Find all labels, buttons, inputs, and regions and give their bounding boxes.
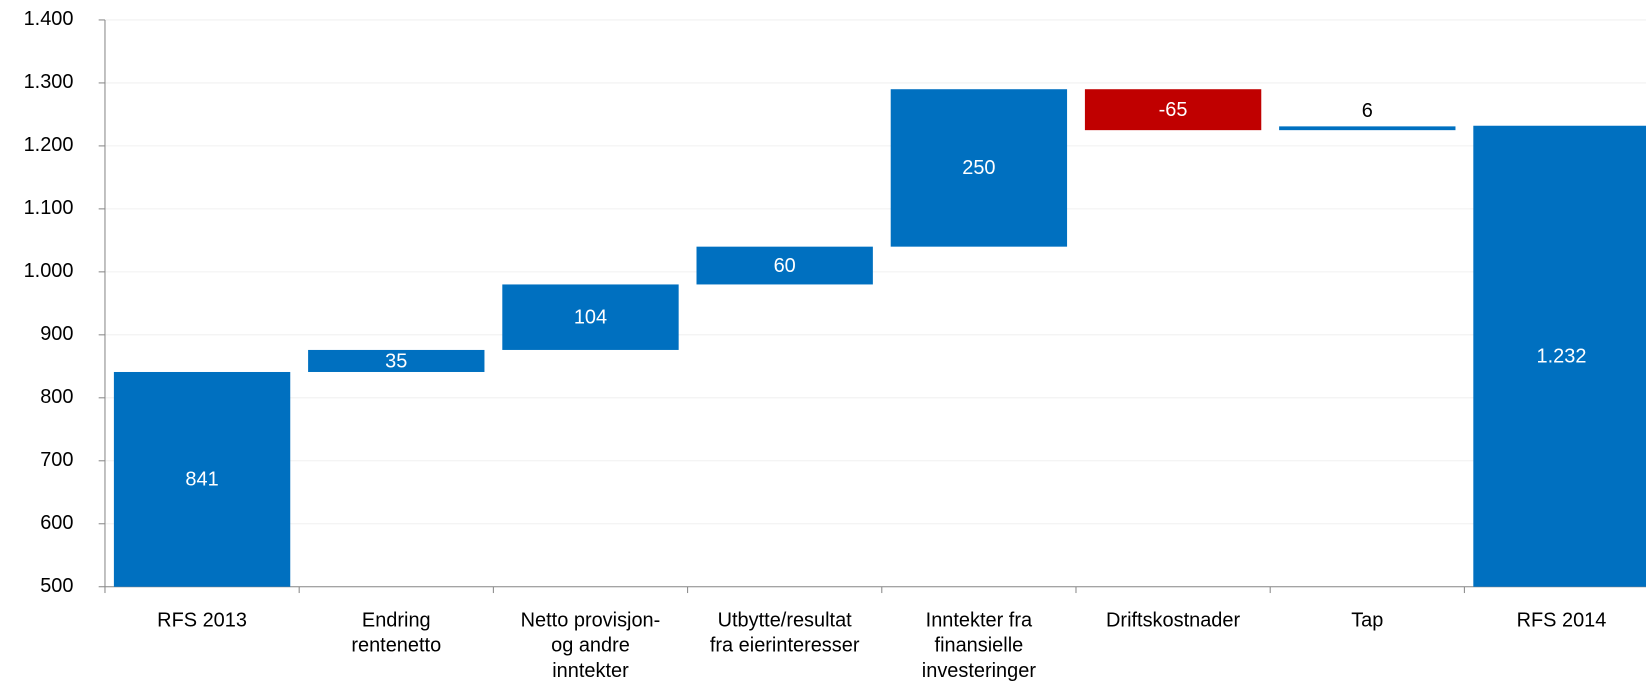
y-tick-label: 700 [40,449,73,471]
data-label: 250 [962,157,995,179]
x-tick-label: Inntekter fra finansielle investeringer [922,610,1037,682]
data-label: 1.232 [1537,346,1587,368]
data-label: -65 [1159,99,1188,121]
bar [1473,125,1646,587]
x-tick-label: Driftskostnader [1106,610,1240,632]
x-tick-label-line: Driftskostnader [1106,610,1240,632]
x-tick-label-line: Utbytte/resultat [718,610,853,632]
x-tick-label: Utbytte/resultat fra eierinteresser [710,610,860,657]
bar [696,246,873,285]
x-tick-label: Tap [1351,610,1383,632]
x-tick-label: RFS 2014 [1517,610,1607,632]
y-tick-label: 1.000 [24,260,74,282]
x-tick-label-line: Tap [1351,610,1383,632]
data-label: 60 [774,255,796,277]
data-label: 6 [1362,100,1373,122]
x-tick-label: Netto provisjon-og andre inntekter [521,610,661,682]
bar [1084,89,1262,131]
y-tick-label: 600 [40,512,73,534]
x-tick-label-line: og andre [551,635,630,657]
bar [890,89,1068,247]
y-tick-label: 800 [40,386,73,408]
bar [502,284,679,350]
y-tick-label: 1.300 [24,71,74,93]
x-tick-label-line: Netto provisjon- [521,610,661,632]
y-tick-label: 1.400 [24,8,74,30]
x-tick-label: RFS 2013 [157,610,247,632]
y-tick-label: 900 [40,323,73,345]
x-tick-label-line: Endring [362,610,431,632]
x-tick-label-line: inntekter [552,660,629,682]
x-tick-label-line: RFS 2013 [157,610,247,632]
bar [1279,126,1456,131]
x-tick-label-line: Inntekter fra [926,610,1033,632]
data-label: 104 [574,307,607,329]
y-tick-label: 1.100 [24,197,74,219]
x-tick-label-line: investeringer [922,660,1037,682]
bar [113,371,291,587]
y-tick-label: 500 [40,575,73,597]
x-tick-label-line: fra eierinteresser [710,635,860,657]
data-label: 35 [385,350,407,372]
y-tick-label: 1.200 [24,134,74,156]
x-tick-label-line: rentenetto [351,635,441,657]
x-tick-label-line: RFS 2014 [1517,610,1607,632]
x-tick-label-line: finansielle [935,635,1024,657]
x-tick-label: Endring rentenetto [351,610,441,657]
bar [308,349,485,372]
data-label: 841 [185,469,218,491]
